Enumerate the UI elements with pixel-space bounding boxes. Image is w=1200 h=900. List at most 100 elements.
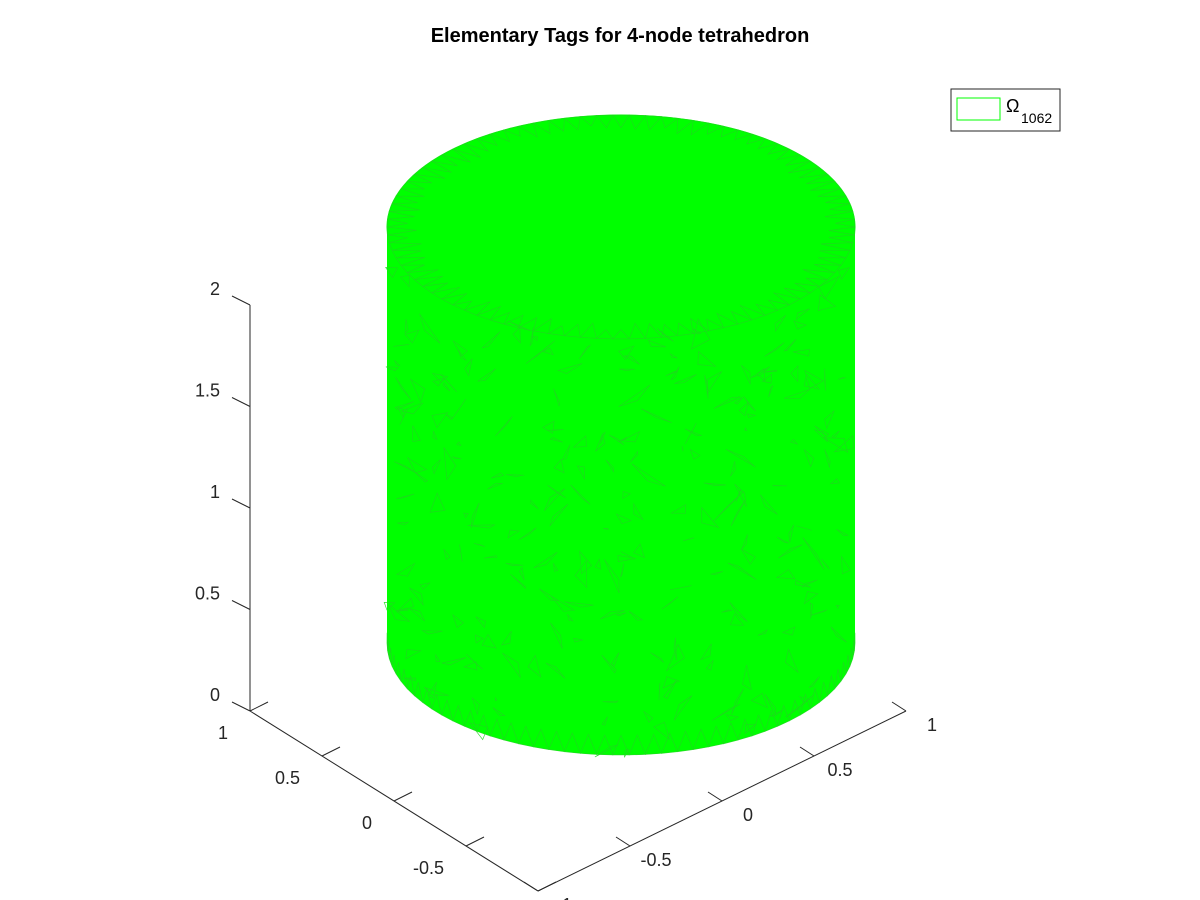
mesh-element (620, 430, 641, 443)
mesh-element (744, 723, 757, 735)
mesh-element (475, 133, 498, 147)
y-tick-label: 0 (362, 813, 372, 833)
mesh-element (463, 301, 491, 316)
x-tick-mark (891, 701, 907, 712)
mesh-element (388, 203, 420, 212)
mesh-element (400, 264, 425, 274)
mesh-element (795, 308, 810, 320)
mesh-element (452, 613, 465, 629)
mesh-element (785, 154, 812, 166)
mesh-element (387, 210, 415, 220)
z-tick-label: 1.5 (195, 381, 220, 401)
mesh-element (619, 368, 636, 372)
mesh-element (628, 610, 644, 621)
mesh-element (677, 730, 694, 753)
mesh-wireframe (383, 114, 856, 758)
mesh-element (532, 120, 551, 135)
legend-box (950, 88, 1061, 132)
mesh-element (710, 571, 724, 575)
mesh-element (429, 492, 446, 513)
mesh-element (828, 226, 856, 236)
mesh-element (836, 528, 850, 536)
mesh-element (518, 527, 537, 541)
mesh-element (566, 613, 574, 622)
mesh-element (751, 714, 766, 737)
mesh-element (821, 558, 830, 570)
mesh-element (404, 329, 420, 344)
mesh-element (481, 633, 497, 649)
mesh-element (431, 372, 449, 383)
mesh-element (595, 329, 614, 340)
mesh-element (539, 588, 560, 602)
mesh-element (776, 536, 789, 544)
mesh-element (594, 744, 619, 758)
mesh-element (741, 534, 748, 550)
mesh-element (471, 696, 480, 716)
mesh-element (531, 336, 539, 342)
mesh-element (489, 129, 511, 143)
mesh-element (761, 373, 773, 384)
mesh-element (661, 732, 679, 754)
mesh-element (440, 293, 468, 306)
mesh-element (682, 537, 695, 542)
mesh-element (578, 344, 591, 360)
mesh-element (395, 661, 402, 682)
mesh-element (409, 378, 426, 403)
mesh-element (734, 483, 747, 507)
mesh-element (612, 114, 630, 129)
mesh-element (489, 311, 511, 325)
mesh-element (394, 461, 418, 474)
mesh-element (547, 117, 565, 132)
mesh-element (793, 320, 808, 330)
mesh-element (764, 342, 785, 357)
mesh-element (463, 512, 469, 519)
mesh-element (665, 643, 685, 672)
mesh-element (814, 425, 830, 438)
z-tick-mark (231, 701, 251, 712)
mesh-element (395, 257, 426, 266)
mesh-element (440, 373, 458, 393)
mesh-element (547, 325, 565, 337)
mesh-element (395, 376, 412, 400)
mesh-element (806, 173, 836, 185)
mesh-element (681, 446, 684, 452)
mesh-element (579, 733, 598, 755)
legend[interactable]: Ω 1062 (950, 88, 1061, 132)
mesh-element (730, 499, 746, 526)
mesh-element (611, 652, 620, 667)
mesh-element (503, 721, 519, 745)
mesh-element (421, 282, 448, 294)
mesh-element (386, 218, 408, 228)
mesh-element (804, 369, 824, 390)
mesh-element (391, 195, 418, 205)
mesh-element (690, 317, 710, 334)
mesh-element (801, 579, 818, 588)
mesh-element (527, 654, 542, 679)
mesh-element (441, 699, 454, 722)
mesh-element (713, 396, 741, 409)
mesh-element (405, 649, 422, 660)
mesh-element (563, 116, 581, 131)
mesh-element (670, 503, 687, 514)
mesh-element (413, 682, 424, 704)
mesh-element (819, 249, 851, 259)
mesh-element (787, 160, 821, 174)
mesh-element (830, 626, 847, 643)
mesh-element (669, 585, 692, 591)
y-tick-mark (537, 881, 557, 892)
mesh-element (456, 441, 462, 447)
mesh-element (623, 355, 640, 365)
x-tick-mark (615, 836, 631, 847)
mesh-element (595, 734, 614, 756)
mesh-element (396, 607, 409, 611)
mesh-element (550, 595, 576, 612)
chart-title: Elementary Tags for 4-node tetrahedron (431, 25, 810, 47)
mesh-element (783, 339, 797, 352)
mesh-element (532, 728, 550, 750)
mesh-element (757, 138, 779, 150)
mesh-element (750, 366, 771, 379)
mesh-element (799, 167, 829, 179)
mesh-element (653, 721, 671, 741)
mesh-element (579, 115, 598, 127)
mesh-element (385, 366, 399, 372)
